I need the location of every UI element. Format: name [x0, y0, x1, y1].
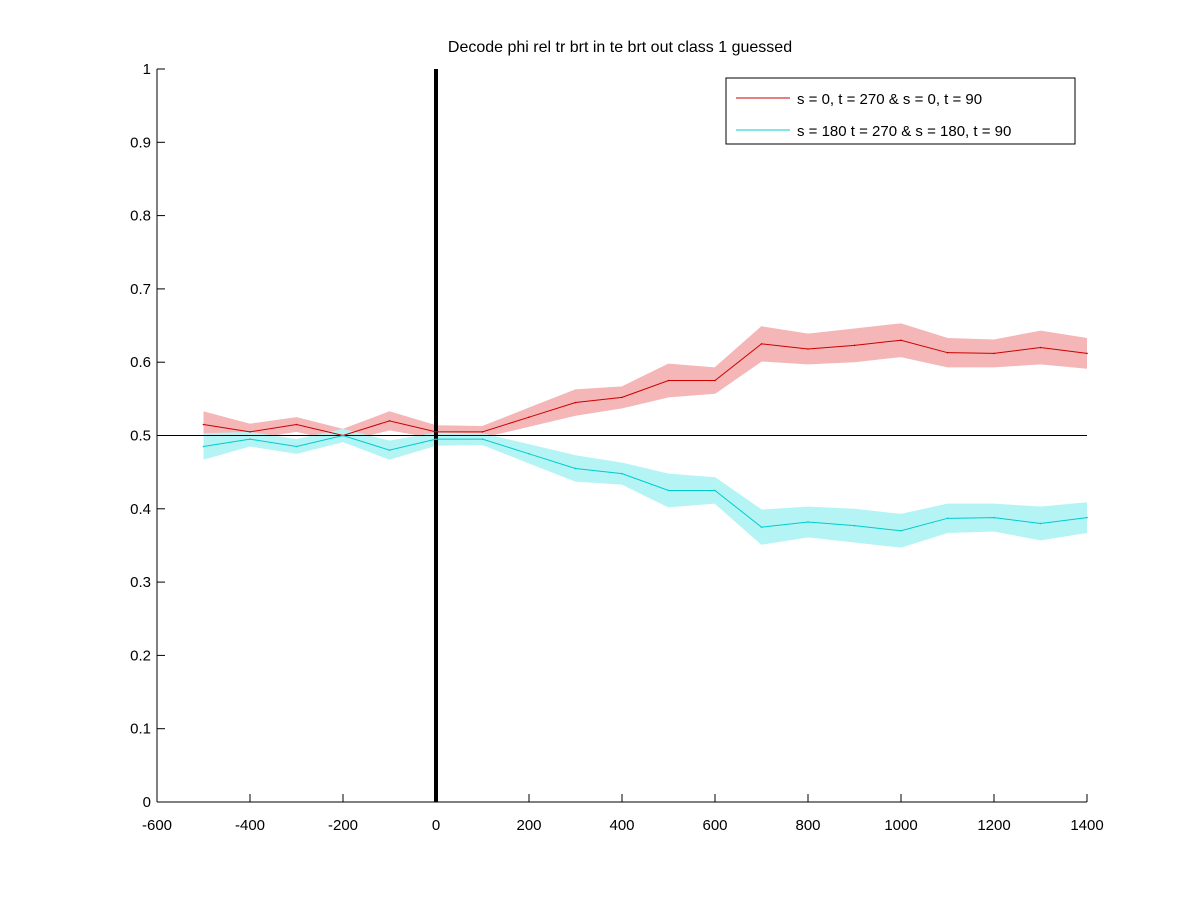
series-2-point [760, 526, 763, 528]
series-2-band-upper-edge [203, 428, 1088, 516]
series-2-band [203, 429, 1087, 547]
series-2-point [621, 472, 623, 475]
confidence-bands [203, 323, 1088, 548]
legend: s = 0, t = 270 & s = 0, t = 90 s = 180 t … [725, 77, 1076, 145]
series-1-point [1039, 346, 1042, 349]
series-1-point [667, 379, 670, 382]
series-1-point [993, 352, 995, 355]
series-1-point [946, 351, 949, 354]
x-tick-label: -600 [142, 817, 172, 834]
series-2-line [203, 434, 1088, 532]
series-2-point [481, 438, 484, 440]
x-tick-label: 800 [795, 817, 820, 834]
chart-title: Decode phi rel tr brt in te brt out clas… [448, 39, 792, 56]
x-tick-label: 1400 [1070, 817, 1103, 834]
series-2-band-lower-edge [203, 440, 1088, 548]
x-tick-label: 1200 [977, 817, 1010, 834]
series-2-point [667, 489, 670, 492]
y-tick-label: 0.1 [130, 721, 151, 738]
y-tick-label: 0.5 [130, 428, 151, 445]
series-2-point [342, 434, 344, 437]
series-2-point [714, 489, 716, 492]
series-1-point [714, 379, 716, 382]
series-2-point [528, 453, 530, 455]
legend-label-series-2: s = 180 t = 270 & s = 180, t = 90 [797, 123, 1011, 140]
series-2-point [435, 438, 437, 440]
series-1-line [203, 339, 1088, 437]
y-tick-label: 0.3 [130, 574, 151, 591]
series-2-point [853, 524, 856, 527]
series-2-point [1086, 516, 1088, 519]
series-1-point [900, 339, 902, 342]
x-tick-label: 400 [609, 817, 634, 834]
series-2-point [295, 445, 298, 448]
series-2-point [993, 516, 995, 519]
legend-label-series-1: s = 0, t = 270 & s = 0, t = 90 [797, 91, 982, 108]
axes: 0 0.1 0.2 0.3 0.4 0.5 0.6 0.7 0.8 0.9 1 -600 -400 -20… [130, 61, 1104, 834]
series-1-point [435, 431, 437, 433]
series-1-point [1086, 352, 1088, 355]
x-tick-label: 600 [702, 817, 727, 834]
legend-box [725, 77, 1076, 145]
reference-lines [157, 69, 1087, 802]
series-1-band-upper-edge [203, 323, 1088, 431]
series-2-point [900, 529, 902, 532]
series-1-point [481, 431, 484, 433]
series-1-band [203, 324, 1087, 442]
series-2-point [574, 467, 577, 470]
x-tick-label: 1000 [884, 817, 917, 834]
x-tick-label: 0 [432, 817, 440, 834]
y-tick-label: 0.8 [130, 208, 151, 225]
series-2-point [202, 445, 205, 448]
series-2-point [807, 521, 809, 523]
y-tick-label: 0.9 [130, 134, 151, 151]
x-tick-label: -400 [235, 817, 265, 834]
series-1-point [202, 423, 205, 426]
series-1-point [760, 343, 763, 345]
series-1-point [807, 348, 809, 350]
series-1-point [388, 420, 391, 422]
series-1-point [621, 396, 623, 399]
y-tick-label: 1 [143, 61, 151, 78]
series-1-point [574, 401, 577, 404]
y-tick-label: 0.7 [130, 281, 151, 298]
series-1-point [853, 344, 856, 347]
y-tick-label: 0 [143, 794, 151, 811]
x-tick-label: 200 [516, 817, 541, 834]
series-1-point [528, 416, 530, 418]
x-tick-label: -200 [328, 817, 358, 834]
series-2-point [1039, 522, 1042, 525]
series-lines [202, 339, 1088, 532]
series-2-point [946, 517, 949, 520]
y-tick-label: 0.6 [130, 354, 151, 371]
y-tick-label: 0.4 [130, 501, 151, 518]
series-1-point [249, 431, 251, 433]
series-1-point [295, 423, 298, 426]
series-2-point [249, 438, 251, 440]
y-tick-label: 0.2 [130, 647, 151, 664]
series-2-point [388, 449, 391, 451]
